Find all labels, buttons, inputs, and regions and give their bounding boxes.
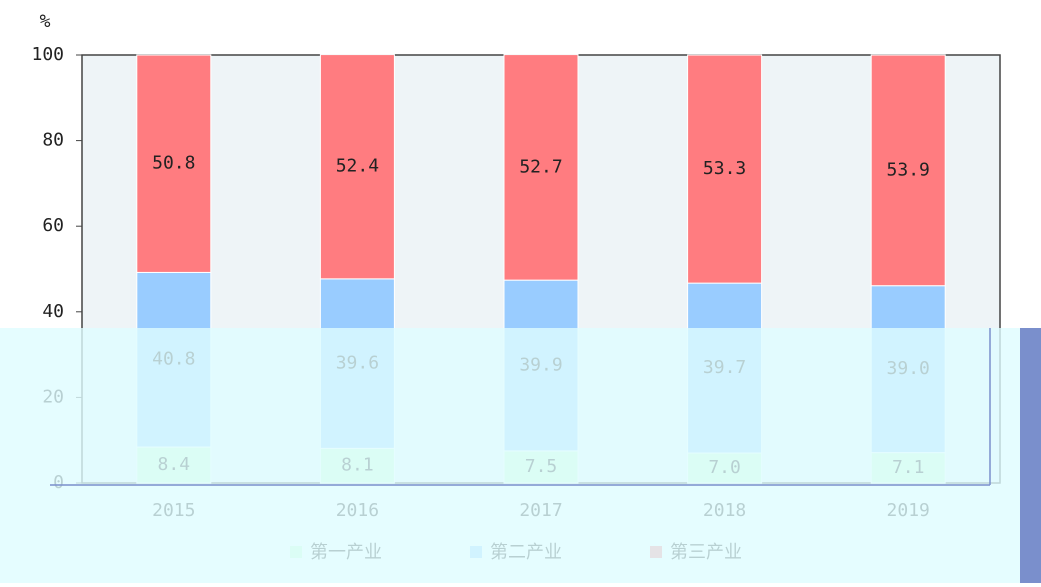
bar-segment xyxy=(503,54,579,281)
y-unit: % xyxy=(40,11,51,32)
bar-segment xyxy=(687,54,763,284)
data-label: 50.8 xyxy=(152,153,195,174)
y-tick-label: 40 xyxy=(42,301,64,322)
bar-segment xyxy=(870,54,946,287)
screen-edge xyxy=(1020,328,1041,583)
data-label: 52.4 xyxy=(336,156,379,177)
data-label: 52.7 xyxy=(519,156,562,177)
y-tick-label: 60 xyxy=(42,215,64,236)
data-label: 53.3 xyxy=(703,158,746,179)
data-label: 53.9 xyxy=(887,159,930,180)
y-tick-label: 100 xyxy=(31,44,64,65)
bar-segment xyxy=(136,54,212,273)
overlay-layer xyxy=(0,328,1041,583)
y-tick-label: 80 xyxy=(42,130,64,151)
bar-segment xyxy=(319,54,395,280)
screen-overlay xyxy=(0,328,1020,583)
